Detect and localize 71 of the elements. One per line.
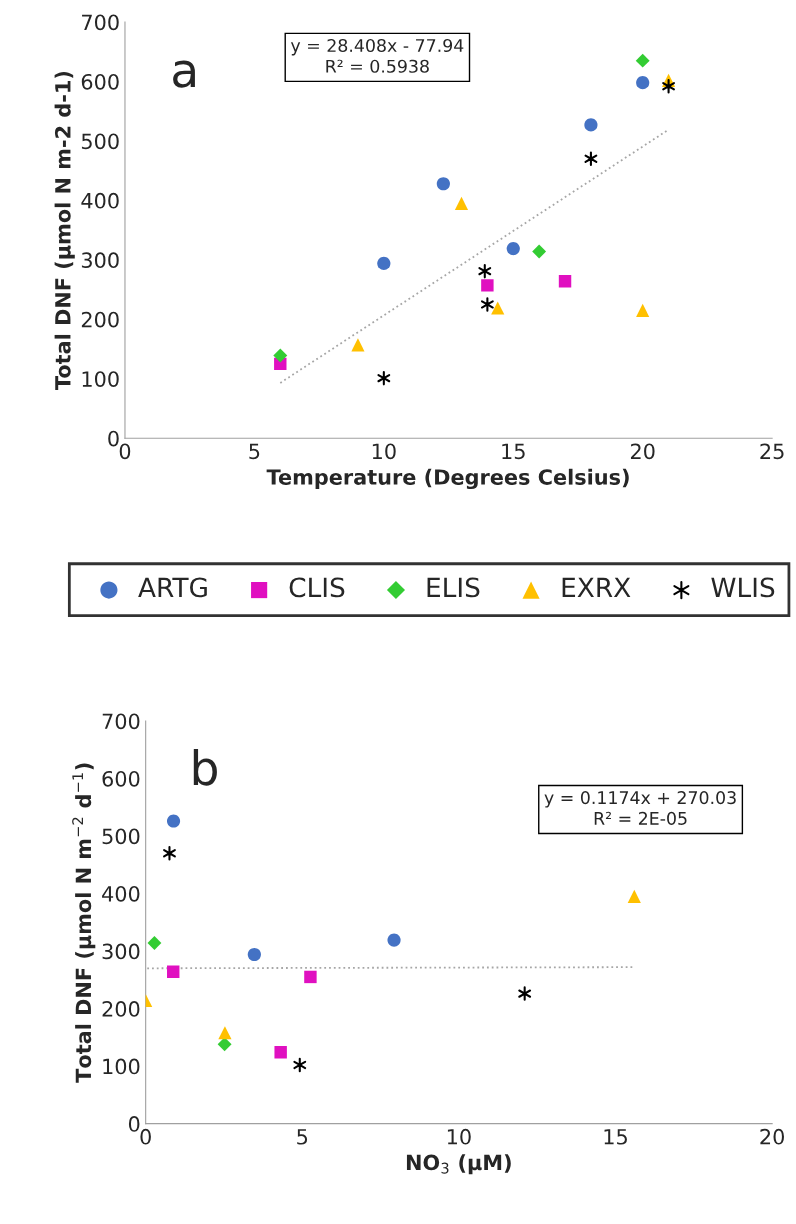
y-tick-label: 400: [102, 885, 140, 902]
point: [662, 78, 675, 94]
point: [436, 177, 450, 191]
point: [480, 297, 494, 312]
legend-label: WLIS: [711, 577, 775, 598]
y-tick-label: 300: [102, 943, 140, 960]
point: [218, 1026, 232, 1040]
y-tick-label: 600: [102, 770, 140, 787]
annotation: b: [193, 749, 217, 786]
y-tick-label: 700: [82, 14, 119, 31]
x-tick-label: 10: [372, 443, 396, 460]
x-tick-label: 15: [604, 1129, 627, 1145]
point: [636, 303, 650, 317]
legend-label: ELIS: [427, 577, 480, 598]
point: [532, 244, 547, 259]
point: [454, 196, 469, 210]
point: [506, 241, 520, 256]
point: [635, 53, 650, 68]
y-axis-title: Total DNF (µmol N m$^{−2}$ d$^{−1}$): [72, 763, 96, 1083]
x-axis-title: NO$_{3}$ (µM): [406, 1154, 511, 1175]
point: [163, 846, 176, 861]
x-tick-label: 10: [447, 1128, 471, 1145]
point: [627, 889, 641, 903]
point: [247, 947, 261, 962]
point: [518, 986, 532, 1001]
x-tick-label: 5: [297, 1129, 308, 1145]
point: [387, 933, 401, 947]
point: [491, 301, 505, 315]
y-tick-label: 500: [81, 133, 119, 150]
y-tick-label: 0: [108, 430, 119, 447]
y-tick-label: 200: [81, 311, 119, 328]
point: [584, 151, 598, 167]
point: [217, 1037, 232, 1052]
point: [478, 263, 492, 279]
point: [166, 814, 181, 828]
y-tick-label: 0: [128, 1116, 140, 1132]
point: [481, 279, 494, 292]
x-tick-label: 15: [502, 443, 525, 460]
point: [304, 970, 317, 984]
y-axis-title: Total DNF (µmol N m-2 d-1): [54, 71, 75, 391]
x-tick-label: 25: [760, 443, 784, 460]
legend-label: ARTG: [138, 577, 207, 598]
point: [351, 338, 365, 352]
x-tick-label: 20: [760, 1128, 784, 1145]
annotation: y = 0.1174x + 270.03 R² = 2E-05: [544, 791, 736, 825]
x-axis-title: Temperature (Degrees Celsius): [266, 468, 629, 490]
point: [293, 1057, 307, 1073]
point: [273, 348, 288, 363]
x-tick-label: 20: [630, 443, 655, 460]
y-tick-label: 100: [82, 371, 119, 387]
x-tick-label: 5: [249, 443, 260, 460]
y-tick-label: 400: [81, 192, 119, 209]
annotation: a: [173, 60, 195, 88]
annotation: y = 28.408x - 77.94 R² = 0.5938: [290, 38, 464, 73]
point: [558, 275, 572, 288]
point: [636, 76, 650, 90]
y-tick-label: 300: [81, 252, 119, 269]
legend-label: CLIS: [289, 577, 345, 598]
x-tick-label: 0: [140, 1128, 151, 1145]
y-tick-label: 600: [81, 73, 119, 90]
point: [274, 1046, 287, 1059]
y-tick-label: 700: [102, 713, 140, 730]
y-tick-label: 100: [103, 1058, 140, 1075]
point: [377, 256, 391, 270]
point: [147, 936, 162, 950]
y-tick-label: 200: [102, 1001, 140, 1017]
legend-label: EXRX: [562, 577, 631, 597]
point: [584, 118, 598, 132]
point: [167, 965, 180, 978]
point: [377, 370, 391, 386]
y-tick-label: 500: [102, 828, 140, 845]
